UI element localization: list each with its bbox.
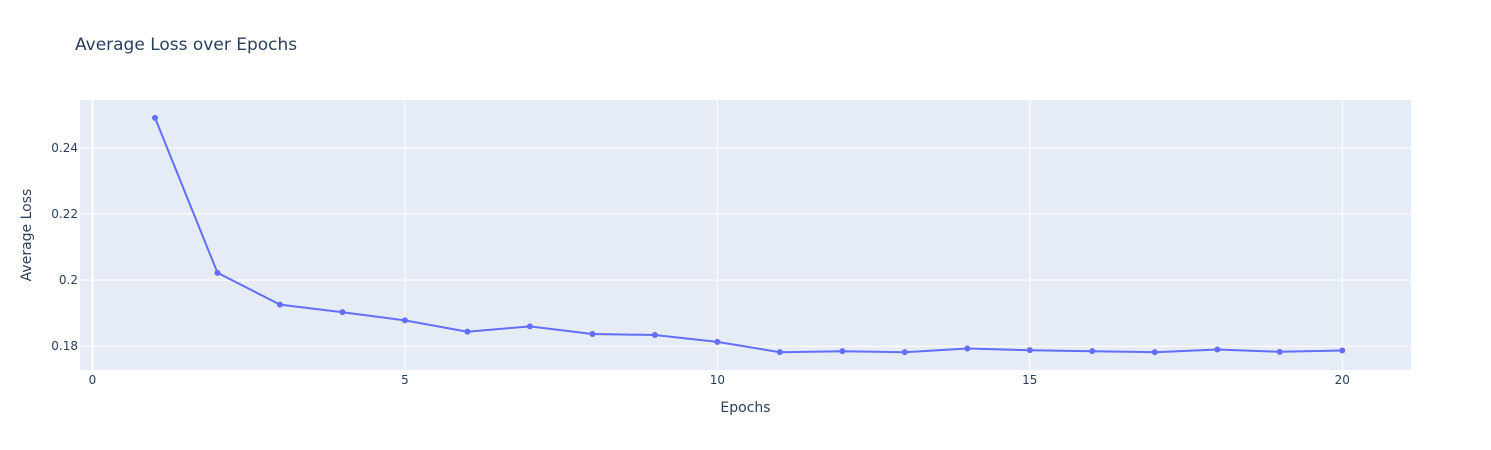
data-point	[1276, 348, 1283, 355]
data-point	[151, 114, 158, 121]
data-points	[151, 114, 1346, 356]
x-tick-label: 15	[1022, 373, 1037, 387]
y-tick-label: 0.2	[59, 273, 78, 287]
x-axis-title: Epochs	[720, 400, 770, 416]
y-tick-label: 0.22	[51, 207, 78, 221]
data-point	[1089, 348, 1096, 355]
data-point	[526, 323, 533, 330]
y-tick-label: 0.24	[51, 141, 78, 155]
data-point	[464, 328, 471, 335]
data-point	[964, 345, 971, 352]
chart-title: Average Loss over Epochs	[75, 35, 297, 55]
data-point	[714, 338, 721, 345]
x-tick-label: 0	[89, 373, 97, 387]
data-point	[651, 331, 658, 338]
series-line	[154, 117, 1343, 354]
data-point	[839, 348, 846, 355]
data-point	[776, 349, 783, 356]
data-point	[1214, 346, 1221, 353]
data-point	[214, 269, 221, 276]
data-point	[1339, 347, 1346, 354]
data-point	[901, 349, 908, 356]
data-point	[276, 301, 283, 308]
data-point	[589, 330, 596, 337]
data-point	[1026, 347, 1033, 354]
plot-area	[80, 100, 1411, 370]
tick-labels: 0 5 10 15 20 0.18 0.2 0.22 0.24	[51, 141, 1350, 387]
x-tick-label: 5	[401, 373, 409, 387]
y-axis-title: Average Loss	[19, 189, 35, 282]
x-tick-label: 20	[1335, 373, 1350, 387]
data-point	[1151, 349, 1158, 356]
data-point	[401, 317, 408, 324]
x-tick-label: 10	[710, 373, 725, 387]
y-tick-label: 0.18	[51, 339, 78, 353]
data-point	[339, 309, 346, 316]
